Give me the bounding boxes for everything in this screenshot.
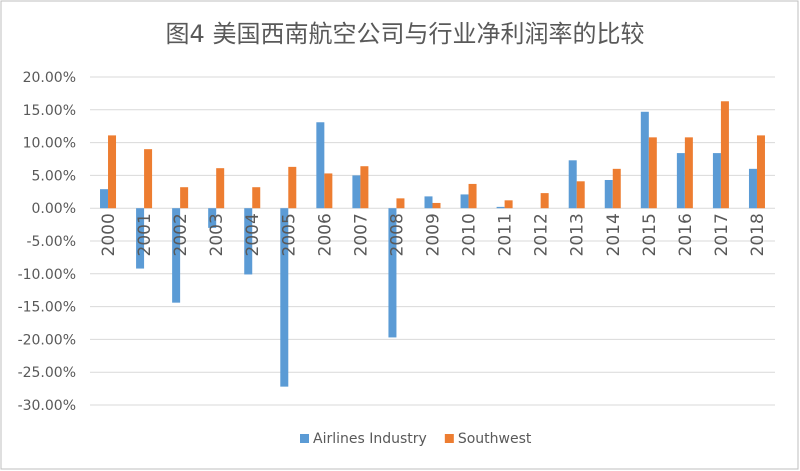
bar [352, 175, 361, 209]
x-tick-label: 2013 [568, 213, 588, 256]
y-tick-label: -5.00% [26, 234, 76, 250]
x-tick-label: 2012 [532, 213, 552, 256]
bar [712, 153, 721, 209]
bar [424, 196, 433, 209]
bar [468, 183, 477, 209]
bar [460, 194, 469, 209]
y-tick-label: -20.00% [18, 332, 76, 348]
x-tick-label: 2000 [99, 213, 119, 256]
bar [756, 135, 765, 209]
bar [100, 189, 109, 209]
bar [720, 101, 729, 209]
bar [144, 149, 153, 209]
bar [288, 166, 297, 209]
x-tick-label: 2010 [460, 213, 480, 256]
x-tick-label: 2006 [315, 213, 335, 256]
legend-label: Southwest [458, 431, 532, 447]
bar [172, 208, 181, 303]
bar [180, 187, 189, 209]
bar [208, 208, 217, 228]
x-tick-label: 2011 [496, 213, 516, 256]
y-tick-label: 15.00% [23, 103, 76, 119]
x-tick-label: 2015 [640, 213, 660, 256]
y-tick-label: -10.00% [18, 267, 76, 283]
bar [604, 179, 613, 209]
bar [360, 166, 369, 209]
legend-label: Airlines Industry [313, 431, 427, 447]
x-tick-label: 2001 [135, 213, 155, 256]
bar [640, 111, 649, 209]
chart-title: 图4 美国西南航空公司与行业净利润率的比较 [166, 20, 645, 48]
y-tick-label: -25.00% [18, 365, 76, 381]
y-tick-label: -15.00% [18, 300, 76, 316]
x-tick-label: 2018 [748, 213, 768, 256]
bar [648, 137, 657, 209]
bar [540, 193, 549, 209]
bar [244, 208, 253, 275]
bar [684, 137, 693, 209]
bar [612, 168, 621, 209]
bar [576, 181, 585, 209]
bar [280, 208, 289, 387]
bar [136, 208, 145, 269]
x-tick-label: 2005 [279, 213, 299, 256]
x-tick-label: 2017 [712, 213, 732, 256]
bar [316, 122, 325, 209]
bar [748, 168, 757, 209]
y-tick-label: 10.00% [23, 136, 76, 152]
x-tick-label: 2014 [604, 213, 624, 256]
x-tick-label: 2007 [351, 213, 371, 256]
bar [676, 153, 685, 209]
legend-swatch [300, 434, 309, 443]
bar [504, 200, 513, 209]
bar [432, 202, 441, 209]
legend-swatch [444, 434, 454, 443]
x-tick-label: 2016 [676, 213, 696, 256]
y-tick-label: 5.00% [32, 168, 76, 184]
bar [388, 208, 397, 338]
y-tick-label: 20.00% [23, 70, 76, 86]
x-tick-label: 2004 [243, 213, 263, 256]
y-tick-label: -30.00% [18, 398, 76, 414]
x-tick-label: 2003 [207, 213, 227, 256]
x-tick-label: 2008 [387, 213, 407, 256]
x-tick-label: 2002 [171, 213, 191, 256]
bar [396, 198, 405, 209]
bar [216, 168, 225, 209]
bar [252, 187, 261, 209]
bar [568, 160, 577, 209]
bar [108, 135, 117, 209]
bar [324, 173, 333, 209]
x-tick-label: 2009 [424, 213, 444, 256]
y-tick-label: 0.00% [32, 201, 76, 217]
bar [496, 206, 505, 209]
